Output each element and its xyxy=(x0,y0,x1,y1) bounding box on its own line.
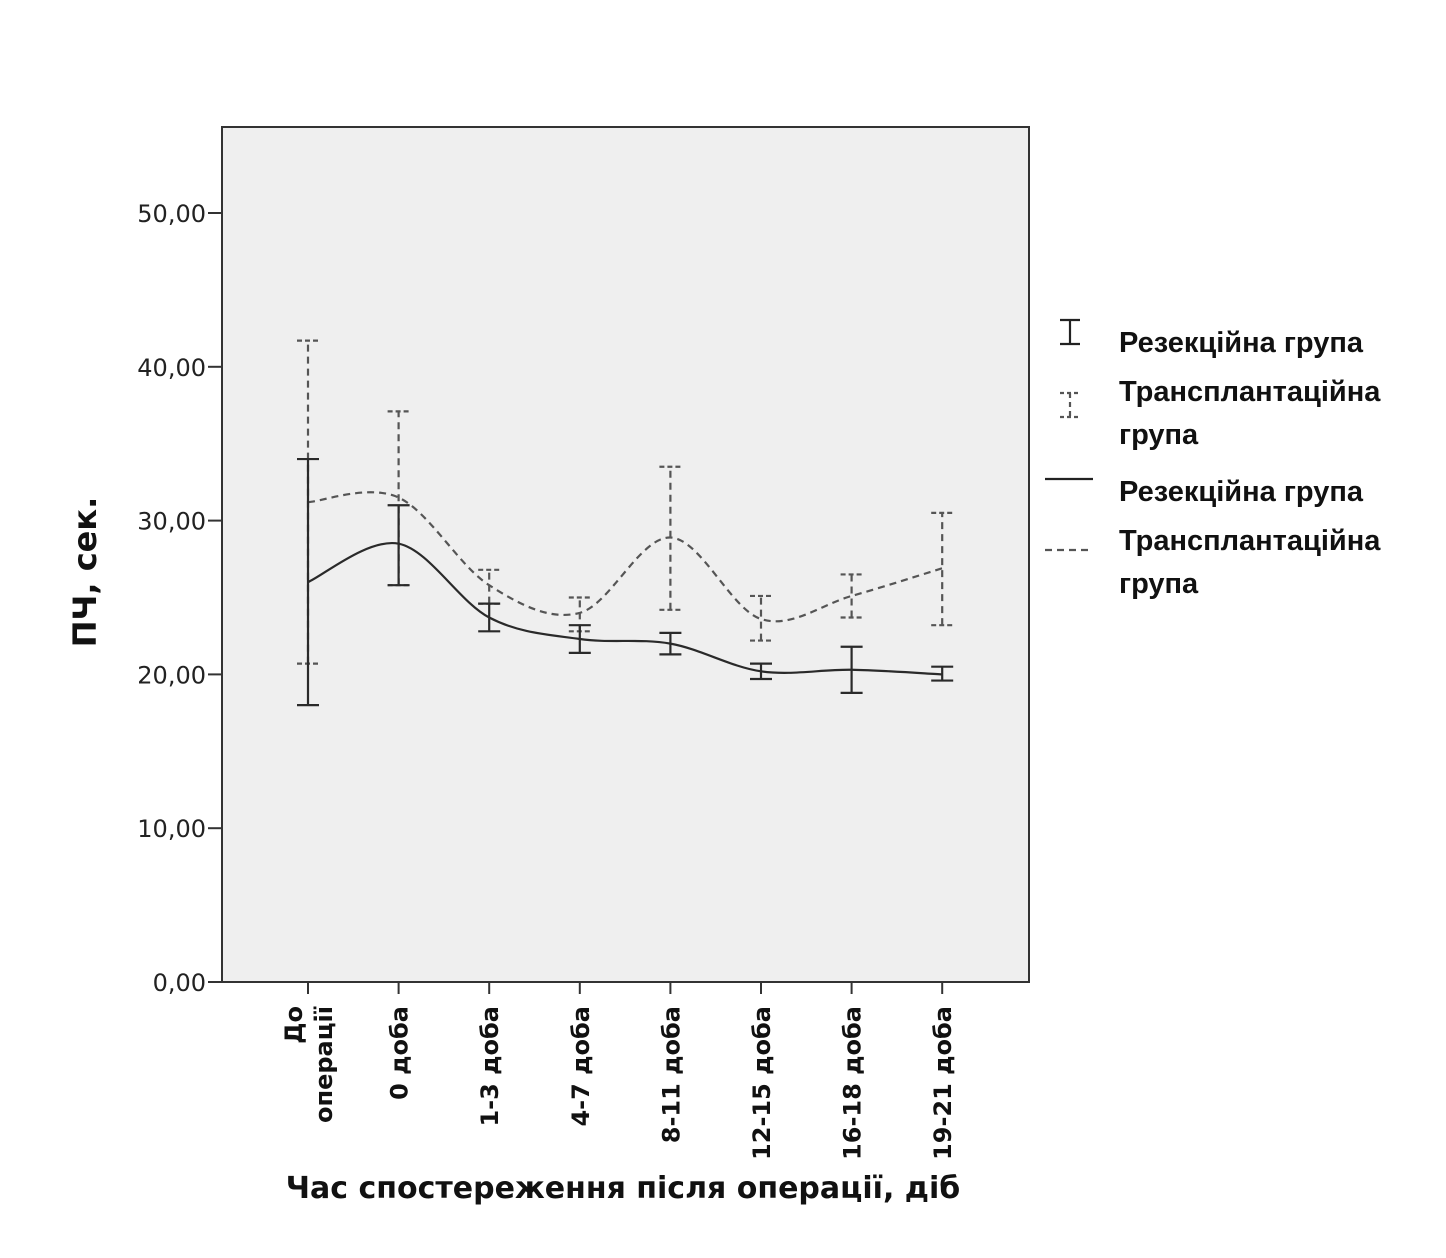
x-tick-label-line: 16-18 доба xyxy=(839,1006,867,1160)
x-tick-label-line: 1-3 доба xyxy=(476,1006,504,1127)
error-bar xyxy=(568,624,591,654)
legend: Резекційна група Трансплантаційна група Рез… xyxy=(1045,318,1381,600)
x-tick-label-line: операції xyxy=(310,1006,338,1123)
error-bar xyxy=(750,594,772,642)
y-tick-label: 30,00 xyxy=(137,508,206,536)
legend-item: Трансплантаційна група xyxy=(1045,525,1381,600)
x-tick-label-line: 4-7 доба xyxy=(567,1006,595,1127)
legend-item: Резекційна група xyxy=(1060,318,1364,359)
legend-label: Резекційна група xyxy=(1119,327,1364,359)
x-tick-label-line: 0 доба xyxy=(386,1006,414,1100)
legend-label: Резекційна група xyxy=(1119,476,1364,508)
x-tick-label-line: 19-21 доба xyxy=(929,1006,957,1160)
error-bar xyxy=(931,511,954,627)
x-tick-label-line: 8-11 доба xyxy=(657,1006,685,1143)
y-tick-label: 10,00 xyxy=(137,815,206,843)
y-axis-title: ПЧ, сек. xyxy=(66,497,104,647)
legend-label: Трансплантаційна група xyxy=(1119,376,1381,451)
error-bar xyxy=(297,457,319,707)
line-resection xyxy=(307,541,943,676)
error-bar xyxy=(478,602,501,633)
plot-area xyxy=(221,126,1030,983)
error-bar xyxy=(387,504,410,587)
legend-item: Резекційна група xyxy=(1045,476,1364,508)
y-axis: 0,00 10,00 20,00 30,00 40,00 50,00 xyxy=(137,200,222,997)
x-axis-title: Час спостереження після операції, діб xyxy=(286,1171,961,1206)
x-tick-label: 16-18 доба xyxy=(839,1006,867,1160)
y-tick-label: 50,00 xyxy=(137,200,206,228)
series-layer xyxy=(297,339,954,707)
error-bar xyxy=(659,631,682,656)
x-tick-label: 1-3 доба xyxy=(476,1006,504,1127)
legend-item: Трансплантаційна група xyxy=(1060,376,1381,451)
legend-label: Трансплантаційна група xyxy=(1119,525,1381,600)
error-bar xyxy=(659,465,682,611)
error-bar xyxy=(931,665,954,682)
x-tick-label-line: 12-15 доба xyxy=(748,1006,776,1160)
error-bar xyxy=(750,662,772,681)
x-tick-label-line: До xyxy=(280,1006,308,1044)
x-tick-label: 0 доба xyxy=(386,1006,414,1100)
y-tick-label: 0,00 xyxy=(153,969,206,997)
y-tick-label: 40,00 xyxy=(137,354,206,382)
y-tick-label: 20,00 xyxy=(137,661,206,689)
series-resection xyxy=(297,457,954,707)
x-tick-label: 8-11 доба xyxy=(657,1006,685,1143)
error-bar xyxy=(840,645,863,694)
x-tick-label: 19-21 доба xyxy=(929,1006,957,1160)
x-tick-label: 12-15 доба xyxy=(748,1006,776,1160)
x-axis: До операції 0 доба 1-3 доба 4-7 доба 8-11 доб… xyxy=(280,982,957,1160)
error-bar xyxy=(840,573,863,619)
x-tick-label: 4-7 доба xyxy=(567,1006,595,1127)
x-tick-label: До операції xyxy=(280,1006,338,1123)
line-transplant xyxy=(307,491,943,623)
